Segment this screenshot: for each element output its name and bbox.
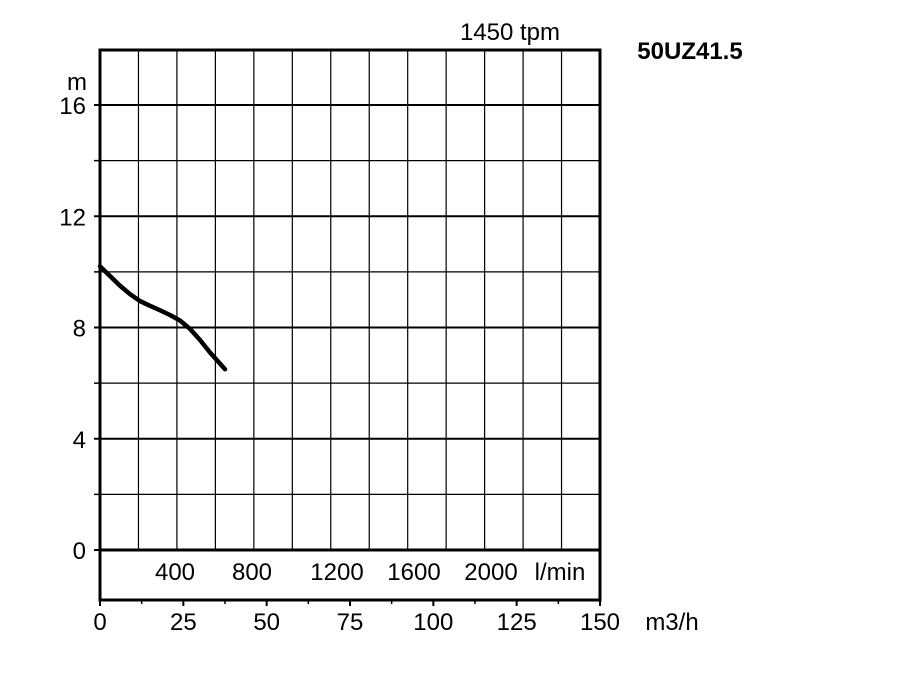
x-m3h-tick-label: 125: [497, 609, 537, 636]
x-m3h-tick-label: 75: [337, 609, 364, 636]
x-lmin-tick-label: 1200: [310, 559, 363, 586]
x-lmin-tick-label: 400: [155, 559, 195, 586]
speed-label: 1450 tpm: [460, 19, 560, 46]
plot-frame: [98, 48, 602, 602]
y-axis-unit-label: m: [67, 69, 87, 96]
x-lmin-tick-label: 1600: [387, 559, 440, 586]
x-axis-m3h-unit-label: m3/h: [645, 609, 698, 636]
y-tick-label: 12: [59, 204, 86, 231]
model-label: 50UZ41.5: [637, 38, 742, 65]
y-tick-label: 0: [73, 538, 86, 565]
y-tick-label: 16: [59, 93, 86, 120]
pump-curve-line: [97, 264, 228, 372]
x-m3h-tick-label: 100: [413, 609, 453, 636]
x-m3h-tick-label: 25: [170, 609, 197, 636]
chart-labels: 1450 tpm 50UZ41.5 m l/min m3/h 0 4 8 12 16 40…: [59, 19, 742, 636]
x-axis-lmin-unit-label: l/min: [535, 559, 586, 586]
y-tick-label: 8: [73, 316, 86, 343]
x-m3h-tick-label: 50: [253, 609, 280, 636]
x-lmin-tick-label: 800: [232, 559, 272, 586]
x-lmin-tick-label: 2000: [464, 559, 517, 586]
x-m3h-tick-label: 0: [93, 609, 106, 636]
chart-grid: [94, 48, 602, 606]
x-m3h-tick-label: 150: [580, 609, 620, 636]
chart-curves: [97, 264, 228, 372]
y-tick-label: 4: [73, 427, 86, 454]
